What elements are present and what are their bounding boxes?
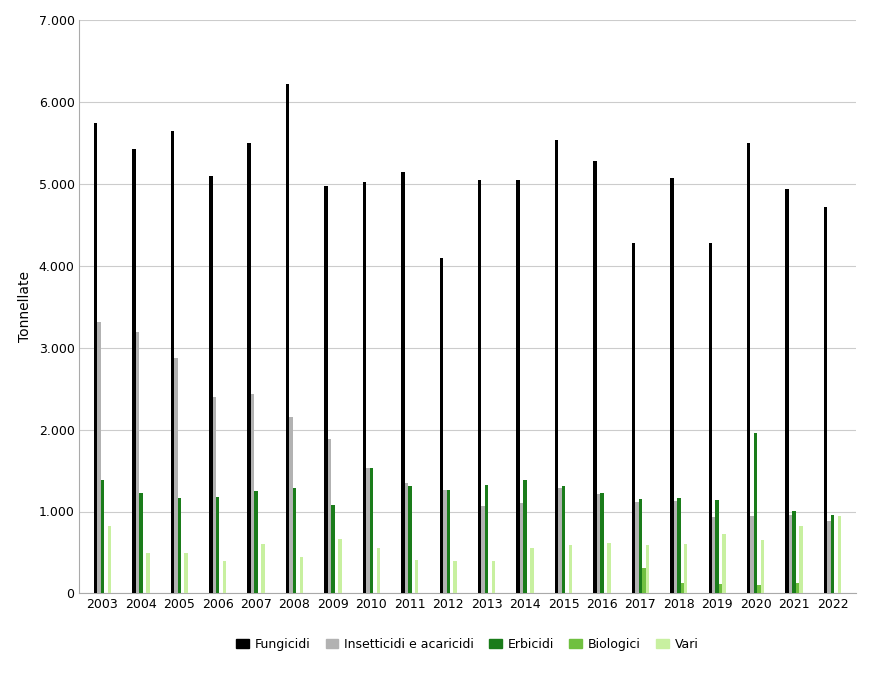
Bar (300, 557, 303, 593)
Legend: Fungicidi, Insetticidi e acaricidi, Erbicidi, Biologici, Vari: Fungicidi, Insetticidi e acaricidi, Erbi… (231, 633, 704, 656)
Bar (251, 394, 254, 593)
Bar (401, 172, 405, 593)
Bar (530, 548, 534, 593)
Bar (101, 479, 104, 593)
Bar (184, 553, 188, 593)
Bar (639, 499, 642, 593)
Bar (332, 505, 334, 593)
Bar (517, 180, 519, 593)
Bar (796, 582, 799, 593)
Bar (377, 548, 380, 593)
Bar (213, 397, 216, 593)
Bar (785, 189, 789, 593)
Bar (594, 161, 597, 593)
Bar (139, 494, 143, 593)
Bar (439, 258, 443, 593)
Bar (646, 545, 649, 593)
Bar (831, 515, 834, 593)
Bar (293, 488, 296, 593)
Bar (93, 123, 97, 593)
Bar (597, 494, 601, 593)
Bar (328, 439, 332, 593)
Bar (146, 553, 150, 593)
Bar (708, 243, 712, 593)
Bar (289, 417, 293, 593)
Bar (751, 516, 754, 593)
Bar (132, 149, 136, 593)
Bar (722, 533, 726, 593)
Bar (670, 177, 674, 593)
Bar (170, 131, 174, 593)
Bar (677, 499, 681, 593)
Bar (789, 515, 792, 593)
Bar (792, 511, 796, 593)
Bar (555, 140, 558, 593)
Bar (758, 585, 761, 593)
Bar (632, 243, 635, 593)
Bar (569, 545, 572, 593)
Bar (405, 483, 408, 593)
Bar (366, 468, 370, 593)
Bar (681, 582, 684, 593)
Bar (216, 496, 220, 593)
Bar (325, 186, 328, 593)
Bar (799, 527, 803, 593)
Bar (601, 494, 603, 593)
Bar (446, 490, 450, 593)
Bar (824, 207, 827, 593)
Bar (254, 491, 258, 593)
Bar (286, 85, 289, 593)
Bar (715, 500, 719, 593)
Bar (684, 544, 687, 593)
Bar (453, 561, 457, 593)
Bar (338, 539, 341, 593)
Bar (248, 143, 251, 593)
Bar (370, 468, 373, 593)
Bar (363, 181, 366, 593)
Bar (754, 433, 758, 593)
Bar (415, 560, 418, 593)
Y-axis label: Tonnellate: Tonnellate (18, 271, 32, 342)
Bar (635, 502, 639, 593)
Bar (478, 180, 482, 593)
Bar (607, 543, 610, 593)
Bar (761, 540, 765, 593)
Bar (558, 488, 562, 593)
Bar (209, 176, 213, 593)
Bar (719, 584, 722, 593)
Bar (485, 486, 489, 593)
Bar (443, 490, 446, 593)
Bar (177, 499, 181, 593)
Bar (108, 527, 111, 593)
Bar (838, 516, 841, 593)
Bar (482, 506, 485, 593)
Bar (562, 486, 565, 593)
Bar (674, 501, 677, 593)
Bar (827, 521, 831, 593)
Bar (223, 561, 227, 593)
Bar (408, 486, 412, 593)
Bar (523, 480, 527, 593)
Bar (747, 143, 751, 593)
Bar (642, 568, 646, 593)
Bar (261, 544, 265, 593)
Bar (492, 561, 496, 593)
Bar (97, 323, 101, 593)
Bar (136, 332, 139, 593)
Bar (519, 503, 523, 593)
Bar (174, 357, 177, 593)
Bar (712, 517, 715, 593)
